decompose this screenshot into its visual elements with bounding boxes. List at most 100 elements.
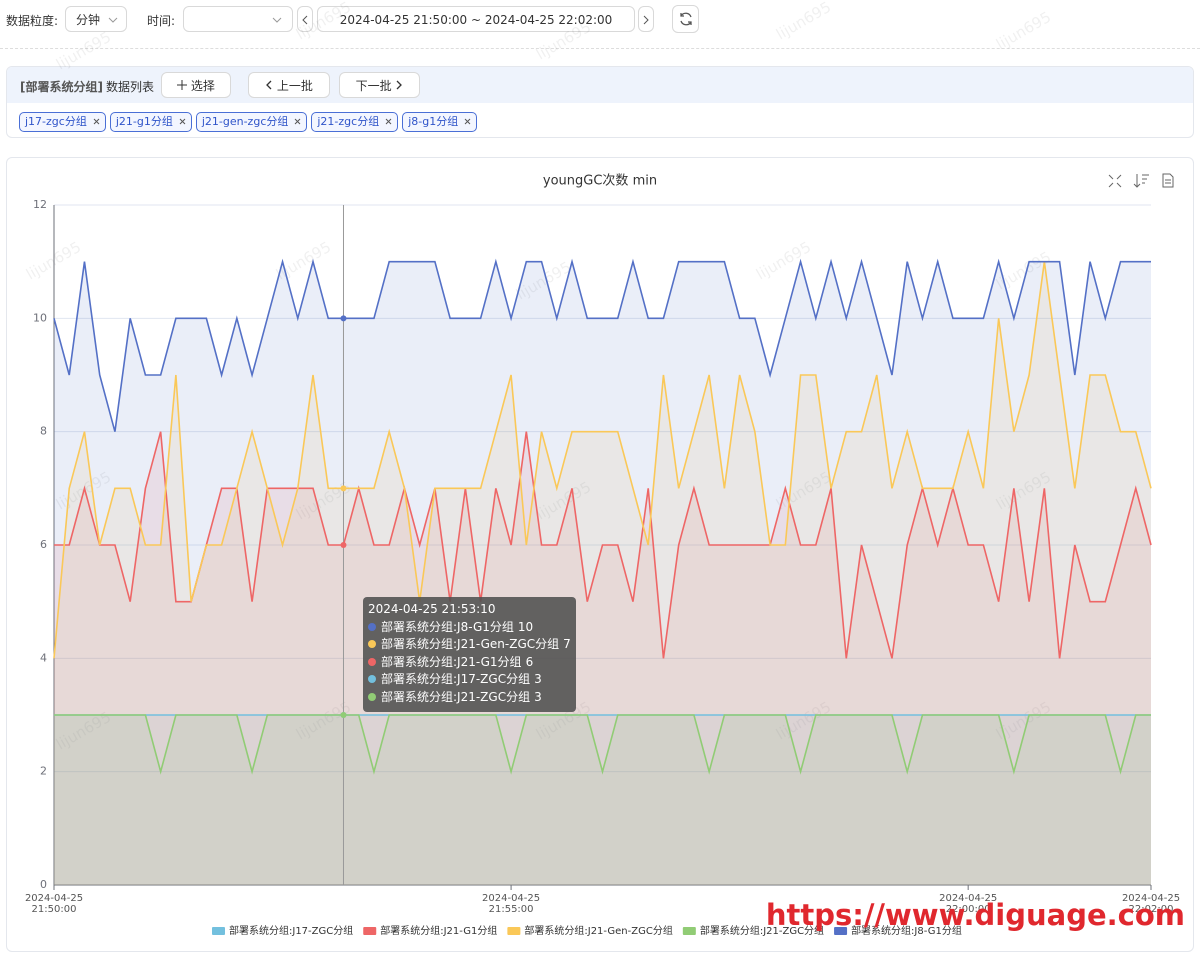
tooltip-dot xyxy=(368,657,376,666)
tooltip-row: 部署系统分组:J21-Gen-ZGC分组 7 xyxy=(368,636,571,654)
granularity-select[interactable]: 分钟 xyxy=(65,6,127,32)
tag[interactable]: j17-zgc分组 xyxy=(19,112,106,132)
divider xyxy=(0,48,1200,49)
tooltip-value: 10 xyxy=(517,619,534,634)
x-tick-label: 2024-04-25 21:50:00 xyxy=(25,893,83,915)
tooltip-row: 部署系统分组:J21-G1分组 6 xyxy=(368,654,571,672)
plus xyxy=(177,80,188,90)
tooltip-name: 部署系统分组:J8-G1分组 xyxy=(381,619,514,634)
tag[interactable]: j21-zgc分组 xyxy=(311,112,399,132)
y-tick-label: 8 xyxy=(40,425,47,438)
tooltip-value: 6 xyxy=(525,654,534,669)
prev-text: 上一批 xyxy=(276,79,313,93)
date-range[interactable]: 2024-04-25 21:50:00 ~ 2024-04-25 22:02:0… xyxy=(317,6,635,32)
tooltip-row: 部署系统分组:J21-ZGC分组 3 xyxy=(368,689,571,707)
x-tick-label: 2024-04-25 22:00:00 xyxy=(939,893,997,915)
tag-close xyxy=(385,115,392,128)
area xyxy=(54,261,1151,886)
tooltip-dot xyxy=(368,675,376,684)
site-watermark: https://www.diguage.com xyxy=(766,898,1185,932)
chart-title: youngGC次数 min xyxy=(543,173,657,189)
zoom-icon[interactable] xyxy=(1108,174,1122,188)
y-tick-label: 4 xyxy=(40,651,47,664)
tag[interactable]: j21-g1分组 xyxy=(109,112,192,132)
watermark: lijun695 xyxy=(533,18,594,64)
range-sep: ~ xyxy=(470,13,482,27)
tag[interactable]: j21-gen-zgc分组 xyxy=(195,112,308,132)
tag-close xyxy=(464,115,471,128)
legend-label: 部署系统分组:J17-ZGC分组 xyxy=(229,924,353,937)
tooltip-name: 部署系统分组:J21-ZGC分组 xyxy=(381,689,531,704)
tooltip-dot xyxy=(368,640,376,649)
watermark: lijun695 xyxy=(293,0,354,43)
group-label: [部署系统分组] xyxy=(20,80,103,94)
tag-text: j21-zgc分组 xyxy=(317,115,380,128)
point xyxy=(340,315,347,322)
x-tick-label: 2024-04-25 22:02:00 xyxy=(1122,893,1180,915)
arrow xyxy=(266,80,272,90)
y-tick-label: 12 xyxy=(33,198,47,211)
tooltip-name: 部署系统分组:J17-ZGC分组 xyxy=(381,672,531,687)
next-text: 下一批 xyxy=(355,79,392,93)
tooltip-title: 2024-04-25 21:53:10 xyxy=(368,602,496,616)
point xyxy=(340,712,347,718)
legend-swatch xyxy=(212,927,225,935)
legend-swatch xyxy=(507,927,521,935)
tag-text: j21-g1分组 xyxy=(115,115,173,128)
close-icon xyxy=(385,118,392,125)
granularity-value: 分钟 xyxy=(76,13,101,27)
tooltip-name: 部署系统分组:J21-G1分组 xyxy=(381,654,522,669)
area xyxy=(54,261,1151,886)
y-tick-label: 2 xyxy=(40,765,47,778)
tooltip-name: 部署系统分组:J21-Gen-ZGC分组 xyxy=(381,637,560,652)
legend-swatch xyxy=(682,927,696,935)
tooltip-dot xyxy=(368,692,376,701)
select-text: 选择 xyxy=(190,79,215,93)
chevron xyxy=(272,17,282,23)
legend-swatch xyxy=(834,927,848,935)
prev-range[interactable] xyxy=(297,6,313,32)
area xyxy=(54,715,1151,885)
area xyxy=(54,715,1151,885)
y-tick-label: 6 xyxy=(40,538,47,551)
tag-close xyxy=(179,115,186,128)
tag[interactable]: j8-g1分组 xyxy=(402,112,478,132)
arrow xyxy=(302,15,308,25)
close-icon xyxy=(179,118,186,125)
tag-text: j8-g1分组 xyxy=(408,115,459,128)
y-tick-label: 0 xyxy=(40,878,47,891)
y-tick-label: 10 xyxy=(33,311,47,324)
prev-button[interactable]: 上一批 xyxy=(248,72,330,98)
granularity-label: 数据粒度: xyxy=(6,14,59,28)
doc-icon[interactable] xyxy=(1162,173,1174,188)
line xyxy=(53,258,1151,432)
close-icon xyxy=(93,118,100,125)
legend-swatch xyxy=(363,927,377,935)
tag-text: j21-gen-zgc分组 xyxy=(201,115,289,128)
chart-panel xyxy=(6,157,1194,952)
refresh[interactable] xyxy=(672,5,699,33)
select-button[interactable]: 选择 xyxy=(161,72,231,98)
sort-icon[interactable] xyxy=(1133,174,1149,188)
time-label: 时间: xyxy=(147,14,176,28)
tag-text: j17-zgc分组 xyxy=(25,115,87,128)
chevron xyxy=(108,17,118,23)
arrow xyxy=(643,15,649,25)
line xyxy=(54,714,1151,775)
refresh-icon xyxy=(679,12,692,26)
tooltip-dot xyxy=(368,622,376,631)
watermark: lijun695 xyxy=(53,28,114,74)
watermark: lijun695 xyxy=(993,8,1054,54)
next-button[interactable]: 下一批 xyxy=(339,72,420,98)
next-range[interactable] xyxy=(638,6,654,32)
tag-close xyxy=(93,115,100,128)
watermark: lijun695 xyxy=(773,0,834,43)
tooltip-row: 部署系统分组:J8-G1分组 10 xyxy=(368,619,571,637)
close-icon xyxy=(464,118,471,125)
time-select[interactable] xyxy=(183,6,293,32)
legend-label: 部署系统分组:J21-ZGC分组 xyxy=(700,924,824,937)
tooltip-row: 部署系统分组:J17-ZGC分组 3 xyxy=(368,671,571,689)
list-label: 数据列表 xyxy=(106,80,155,94)
